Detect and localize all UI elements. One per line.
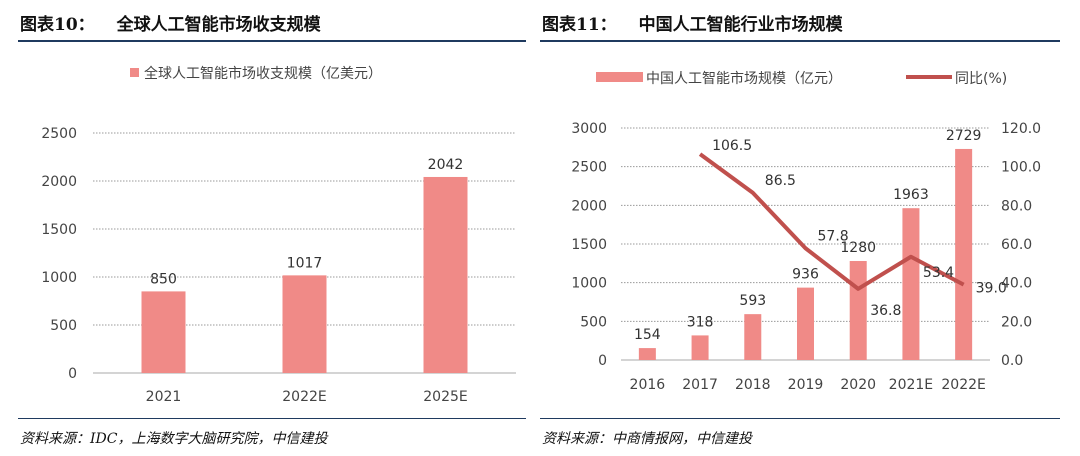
x-tick-label: 2020 [840, 377, 876, 393]
line-value-label: 86.5 [765, 173, 796, 189]
bar-value-label: 850 [150, 271, 177, 287]
bar-value-label: 2729 [946, 128, 982, 144]
y-left-tick-label: 0 [598, 353, 607, 369]
x-tick-label: 2022E [941, 377, 985, 393]
y-right-tick-label: 20.0 [1001, 314, 1032, 330]
source-rule [540, 418, 1060, 419]
bar-value-label: 1963 [893, 187, 929, 203]
line-value-label: 106.5 [712, 138, 752, 154]
y-tick-label: 0 [68, 366, 77, 382]
x-tick-label: 2019 [788, 377, 824, 393]
figure-title-text: 中国人工智能行业市场规模 [638, 15, 843, 35]
bar [744, 314, 762, 360]
source-rule [18, 418, 526, 419]
bar-value-label: 154 [634, 327, 661, 343]
y-left-tick-label: 500 [580, 314, 607, 330]
bar [423, 176, 468, 373]
bar-value-label: 2042 [428, 157, 464, 173]
figure-title-text: 全球人工智能市场收支规模 [116, 15, 321, 35]
global-ai-market-bar-chart: 全球人工智能市场收支规模（亿美元） 0 500 1000 1500 2000 2500 850… [41, 65, 516, 405]
figure-title: 图表11： 中国人工智能行业市场规模 [542, 10, 843, 35]
title-rule [18, 40, 526, 42]
figure-label: 图表11： [542, 15, 617, 35]
figure-label: 图表10： [20, 15, 95, 35]
y-right-tick-label: 60.0 [1001, 237, 1032, 253]
y-left-tick-label: 2500 [571, 160, 607, 176]
figure-title: 图表10： 全球人工智能市场收支规模 [20, 10, 321, 35]
bar-value-label: 593 [739, 293, 766, 309]
bar-value-label: 318 [687, 314, 714, 330]
y-right-tick-label: 80.0 [1001, 198, 1032, 214]
x-tick-label: 2021E [889, 377, 933, 393]
yoy-line [698, 152, 965, 291]
y-tick-label: 1500 [41, 222, 77, 238]
bar [282, 275, 327, 373]
y-right-tick-label: 120.0 [1001, 121, 1041, 137]
y-tick-label: 500 [50, 318, 77, 334]
x-tick-label: 2017 [682, 377, 718, 393]
y-tick-label: 1000 [41, 270, 77, 286]
legend-swatch [130, 68, 139, 77]
y-right-tick-label: 40.0 [1001, 276, 1032, 292]
bar [797, 287, 814, 360]
line-value-label: 57.8 [818, 228, 849, 244]
legend-label: 全球人工智能市场收支规模（亿美元） [144, 65, 382, 82]
source-note: 资料来源：IDC，上海数字大脑研究院，中信建投 [20, 431, 328, 447]
y-left-tick-label: 3000 [571, 121, 607, 137]
y-tick-label: 2500 [41, 126, 77, 142]
y-left-tick-label: 1500 [571, 237, 607, 253]
legend-swatch-bar [596, 72, 643, 82]
bar [955, 148, 973, 360]
bar-value-label: 936 [792, 267, 819, 283]
bar-value-label: 1280 [840, 240, 876, 256]
title-rule [540, 40, 1060, 42]
y-right-tick-label: 100.0 [1001, 160, 1041, 176]
legend-label-line: 同比(%) [955, 71, 1007, 87]
y-tick-label: 2000 [41, 174, 77, 190]
bar [638, 348, 656, 360]
x-tick-label: 2025E [423, 389, 467, 405]
figure-11-panel: 图表11： 中国人工智能行业市场规模 中国人工智能市场规模（亿元） 同比(%) 0 50… [540, 0, 1080, 456]
x-tick-label: 2016 [630, 377, 666, 393]
figure-10-panel: 图表10： 全球人工智能市场收支规模 全球人工智能市场收支规模（亿美元） 0 500 1… [18, 10, 526, 447]
bar [691, 335, 709, 360]
y-left-tick-label: 1000 [571, 276, 607, 292]
source-note: 资料来源：中商情报网，中信建投 [542, 431, 752, 447]
line-value-label: 39.0 [976, 281, 1007, 297]
x-tick-label: 2022E [282, 389, 326, 405]
bar [141, 291, 186, 373]
line-value-label: 53.4 [923, 265, 954, 281]
y-left-tick-label: 2000 [571, 198, 607, 214]
x-tick-label: 2021 [146, 389, 182, 405]
legend-label-bar: 中国人工智能市场规模（亿元） [646, 70, 842, 87]
x-tick-label: 2018 [735, 377, 771, 393]
bar [902, 208, 920, 360]
china-ai-market-combo-chart: 中国人工智能市场规模（亿元） 同比(%) 0 500 1000 1500 2000 2500 3… [571, 70, 1041, 393]
line-value-label: 36.8 [870, 303, 901, 319]
bar [849, 261, 867, 360]
bar-value-label: 1017 [287, 255, 323, 271]
y-right-tick-label: 0.0 [1001, 353, 1023, 369]
